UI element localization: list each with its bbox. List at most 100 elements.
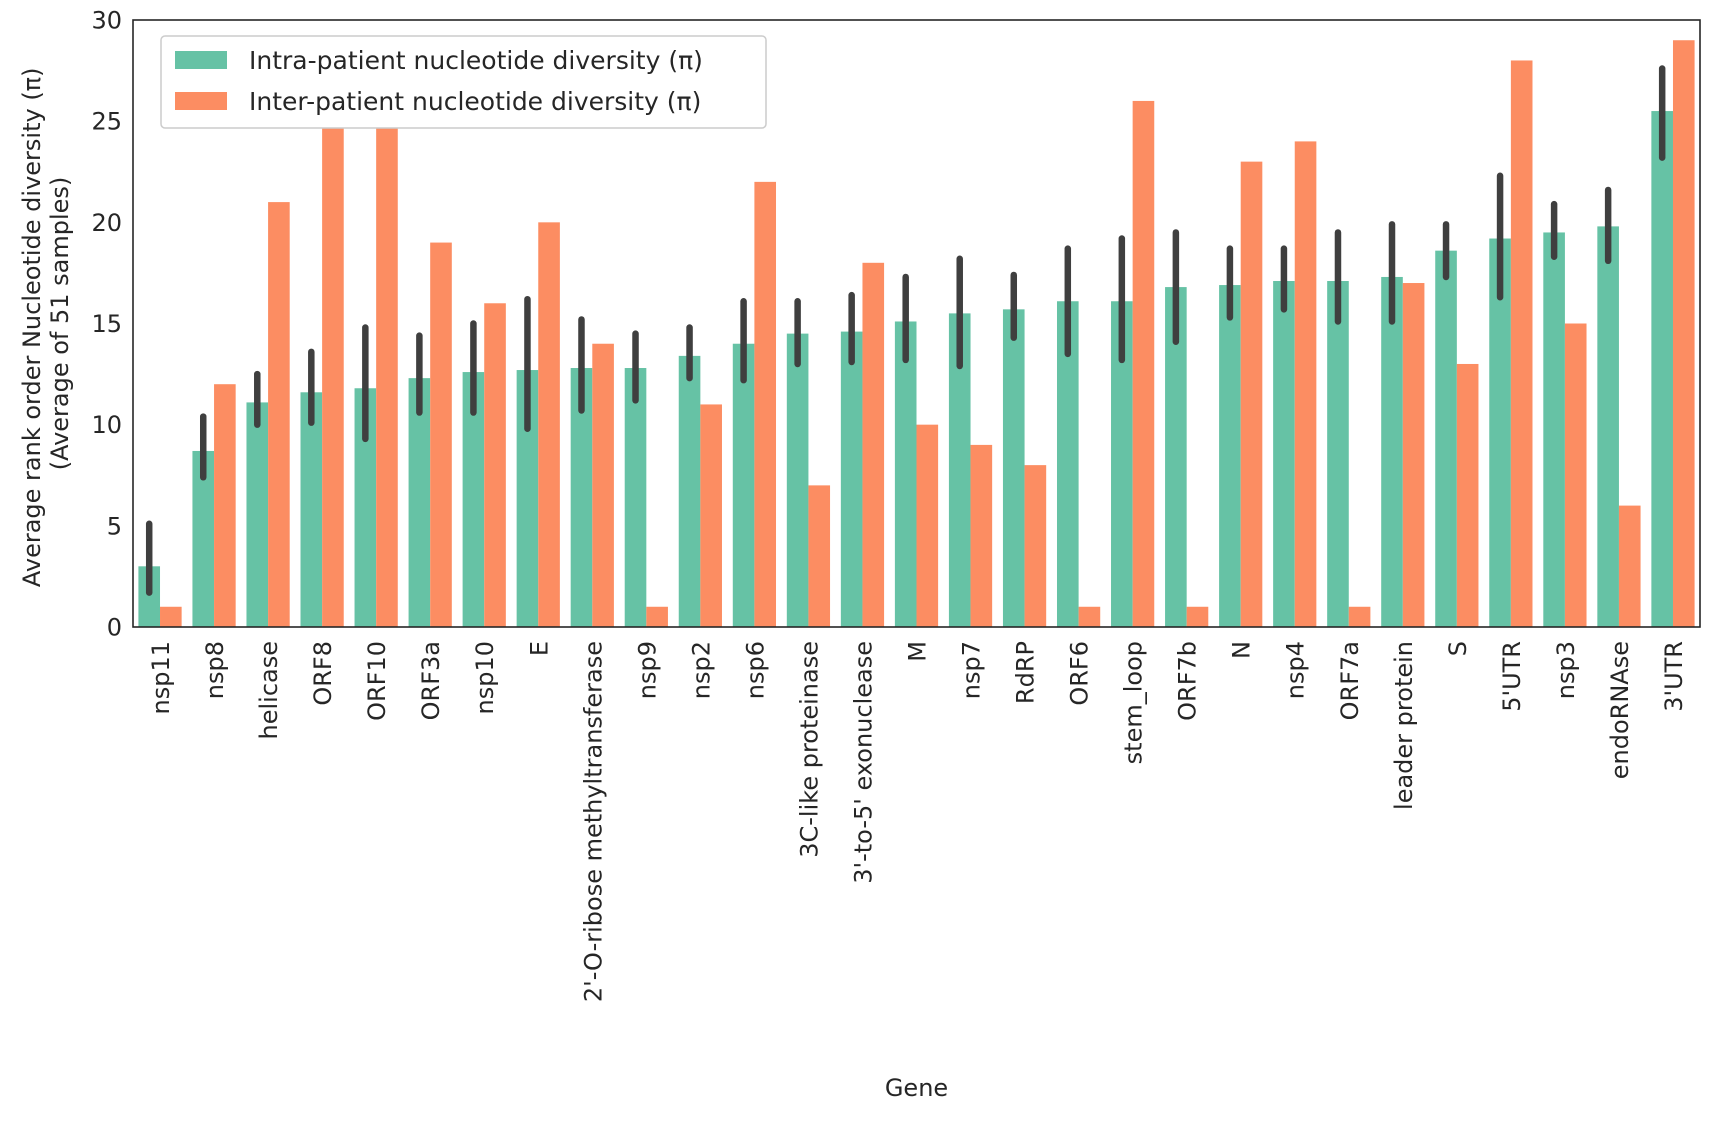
bar-inter-orf6: [1078, 606, 1101, 627]
bar-inter-m: [916, 424, 939, 627]
bar-inter-nsp11: [160, 606, 182, 627]
bar-inter-orf7b: [1186, 606, 1209, 627]
x-tick-label: helicase: [255, 641, 283, 739]
y-tick-label: 20: [91, 209, 122, 237]
bar-intra-orf10: [354, 388, 377, 627]
bar-intra-nsp10: [462, 372, 485, 627]
x-tick-label: nsp2: [687, 641, 715, 699]
x-tick-label: nsp10: [471, 641, 499, 715]
bar-intra-nsp6: [732, 343, 755, 627]
bar-inter-nsp4: [1294, 141, 1317, 627]
bar-inter-nsp6: [754, 181, 777, 627]
y-tick-label: 25: [91, 108, 122, 136]
bar-inter-s: [1456, 363, 1479, 627]
error-bars-layer: [145, 65, 1666, 596]
x-tick-label: 2'-O-ribose methyltransferase: [579, 641, 607, 1002]
bar-intra-nsp7: [948, 313, 971, 627]
bar-intra-stem-loop: [1111, 301, 1133, 627]
bar-intra-orf7a: [1327, 281, 1349, 627]
x-tick-label: 3C-like proteinase: [795, 641, 823, 858]
bar-intra-leader-protein: [1381, 276, 1403, 627]
y-axis-label-line1: Average rank order Nucleotide diversity …: [18, 68, 46, 588]
x-axis-label: Gene: [885, 1074, 948, 1102]
bar-inter-e: [538, 222, 560, 628]
bar-intra-m: [894, 321, 917, 627]
bar-intra-nsp8: [192, 450, 215, 627]
bar-inter-helicase: [268, 202, 290, 627]
bar-inter-5-utr: [1510, 60, 1533, 627]
bar-intra-5-utr: [1489, 238, 1511, 627]
bar-inter-rdrp: [1024, 465, 1047, 627]
bar-intra-orf7b: [1165, 287, 1187, 627]
y-tick-label: 10: [91, 411, 122, 439]
bar-inter-leader-protein: [1402, 283, 1425, 627]
x-tick-label: RdRP: [1012, 641, 1040, 704]
x-tick-label: ORF3a: [417, 641, 445, 720]
x-tick-label: ORF8: [309, 641, 337, 706]
bar-inter-endornase: [1618, 505, 1641, 627]
bar-inter-nsp7: [970, 444, 993, 627]
x-tick-label: nsp6: [741, 641, 769, 699]
x-tick-label: nsp9: [633, 641, 661, 699]
x-tick-label: leader protein: [1390, 641, 1418, 810]
plot-frame: [132, 19, 1701, 628]
x-tick-label: 3'-to-5' exonuclease: [849, 641, 877, 884]
bar-inter-3-to-5-exonuclease: [862, 262, 885, 627]
x-tick-label: stem_loop: [1120, 641, 1148, 764]
bar-intra-nsp2: [678, 355, 701, 627]
y-tick-label: 30: [91, 7, 122, 35]
legend: Intra-patient nucleotide diversity (π) I…: [160, 35, 767, 129]
bar-intra-3c-like-proteinase: [786, 333, 809, 627]
bar-inter-orf7a: [1348, 606, 1371, 627]
bar-intra-nsp4: [1273, 281, 1295, 627]
x-axis-ticks: nsp11 nsp8 helicase ORF8 ORF10 ORF3a nsp10 E 2'-…: [147, 641, 1688, 1002]
x-tick-label: nsp3: [1552, 641, 1580, 699]
y-tick-label: 15: [91, 310, 122, 338]
x-tick-label: ORF6: [1066, 641, 1094, 706]
x-tick-label: ORF7b: [1174, 641, 1202, 721]
bar-inter-stem-loop: [1132, 100, 1155, 627]
bar-inter-3c-like-proteinase: [808, 485, 831, 627]
bar-intra-nsp3: [1543, 232, 1565, 627]
y-axis-ticks: 0 5 10 15 20 25 30: [91, 7, 122, 642]
bar-intra-3-utr: [1651, 111, 1673, 628]
bar-intra-nsp9: [624, 368, 647, 627]
bar-intra-n: [1219, 285, 1241, 627]
x-tick-label: nsp4: [1282, 641, 1310, 699]
y-tick-label: 5: [107, 512, 122, 540]
bar-intra-e: [516, 370, 539, 627]
x-tick-label: nsp7: [958, 641, 986, 699]
x-tick-label: E: [525, 641, 553, 656]
x-tick-label: endoRNAse: [1606, 641, 1634, 779]
legend-label-inter: Inter-patient nucleotide diversity (π): [249, 87, 701, 116]
x-tick-label: 5'UTR: [1498, 641, 1526, 712]
bars-layer: [138, 40, 1695, 628]
legend-label-intra: Intra-patient nucleotide diversity (π): [249, 46, 703, 75]
bar-intra-3-to-5-exonuclease: [840, 331, 863, 627]
legend-box: [160, 35, 767, 129]
bar-inter-orf8: [322, 80, 344, 627]
bar-inter-orf3a: [430, 242, 452, 628]
legend-swatch-inter: [175, 92, 227, 110]
y-tick-label: 0: [107, 614, 122, 642]
bar-inter-orf10: [376, 121, 398, 628]
y-axis-label: Average rank order Nucleotide diversity …: [18, 60, 74, 587]
bar-intra-s: [1435, 250, 1457, 627]
bar-inter-nsp3: [1564, 323, 1587, 627]
x-tick-label: nsp11: [147, 641, 175, 715]
legend-swatch-intra: [175, 51, 227, 69]
bar-inter-3-utr: [1672, 40, 1695, 627]
x-tick-label: nsp8: [201, 641, 229, 699]
x-tick-label: N: [1228, 641, 1256, 659]
bar-inter-nsp9: [646, 606, 668, 627]
bar-intra-helicase: [246, 402, 269, 627]
bar-inter-nsp2: [700, 404, 722, 627]
bar-inter-nsp8: [214, 384, 236, 627]
x-tick-label: 3'UTR: [1660, 641, 1688, 712]
bar-intra-2-o-ribose-methyltransferase: [570, 368, 593, 627]
x-tick-label: S: [1444, 641, 1472, 656]
bar-inter-nsp10: [484, 303, 506, 627]
bar-intra-endornase: [1597, 226, 1619, 627]
x-tick-label: ORF7a: [1336, 641, 1364, 720]
y-axis-label-line2: (Average of 51 samples): [46, 177, 74, 471]
